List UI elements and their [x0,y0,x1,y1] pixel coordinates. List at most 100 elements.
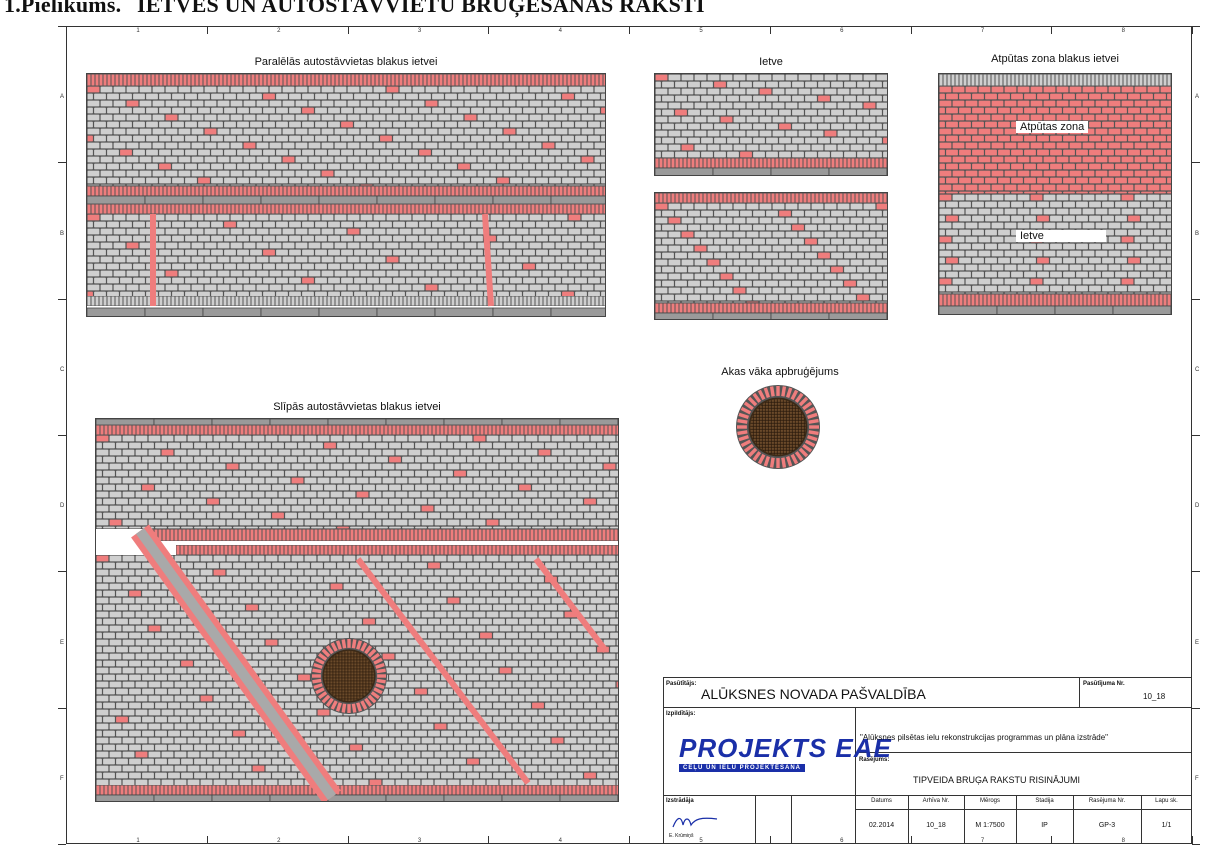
soldier-course [176,545,618,555]
frame-tick [629,26,630,34]
frame-tick [1192,836,1193,844]
sidewalk-pattern-top [654,73,888,176]
frame-tick [910,26,912,34]
curb-stones [939,305,1171,314]
appendix-label: 1.Pielikums. [4,0,122,17]
frame-tick [58,26,66,27]
frame-tick [58,844,66,845]
soldier-course [939,294,1171,306]
logo-text: PROJEKTS EAE [679,733,892,763]
zone-number: 6 [840,28,844,34]
frame-tick [1192,298,1200,300]
zone-number: 4 [558,838,562,844]
project-name: "Alūksnes pilsētas ielu rekonstrukcijas … [860,733,1109,742]
developer-caption: Izstrādāja [666,798,694,804]
frame-tick [629,836,630,844]
appendix-title: IETVES UN AUTOSTĀVVIETU BRUĢĒŠANAS RAKST… [137,0,705,17]
rest-zone-sidewalk-label: Ietve [1016,230,1106,242]
zone-number: 5 [699,838,703,844]
manhole-cover-detail [736,385,820,469]
sheet-heading: 1.Pielikums. IETVES UN AUTOSTĀVVIETU BRU… [4,0,705,18]
zone-letter: D [60,503,65,510]
angled-drain-channel [131,524,341,801]
title-block-col-value: 1/1 [1161,822,1172,829]
zone-number: 3 [417,838,422,844]
zone-letter: A [60,94,65,101]
title-block-col-value: 10_18 [926,822,946,829]
title-block-col-header: Mērogs [979,798,1000,804]
zone-number: 4 [558,28,562,34]
title-block-col-header: Rasējuma Nr. [1088,798,1126,804]
zone-number: 7 [980,838,985,844]
title-block-col-header: Datums [871,798,892,804]
frame-tick [1192,26,1200,27]
frame-tick [347,836,349,844]
frame-tick [1051,836,1053,844]
parking-marking [533,557,609,653]
sidewalk-title: Ietve [759,56,783,68]
parking-marking [355,557,531,785]
frame-tick [488,836,490,844]
frame-tick [1192,844,1200,845]
frame-tick [58,435,66,436]
client-name: ALŪKSNES NOVADA PAŠVALDĪBA [701,686,926,702]
frame-tick [206,26,208,34]
title-block-col-header: Arhīva Nr. [922,798,950,804]
frame-tick [1192,707,1200,709]
paver-field [87,214,605,306]
designer-caption: Izpildītājs: [666,711,696,717]
zone-number: 6 [840,838,844,844]
curb-stones [87,307,605,316]
frame-tick [66,836,67,844]
zone-number: 2 [277,838,281,844]
soldier-course [96,785,618,795]
zone-letter: F [60,775,64,782]
zone-letter: E [60,639,65,646]
curb-stones [96,419,618,426]
curb-stones [96,794,618,801]
angled-parking-pattern [95,418,619,802]
title-block-col-value: IP [1041,822,1048,829]
frame-tick [1192,26,1193,34]
manhole-title: Akas vāka apbruģējums [721,366,839,378]
soldier-course [87,296,605,306]
zone-letter: E [1195,639,1200,646]
drawing-caption: Rasējums: [859,757,890,763]
title-block-col-value: 02.2014 [868,822,895,829]
client-caption: Pasūtītājs: [666,681,697,687]
paver-field [96,435,618,529]
paver-field [655,74,887,158]
frame-tick [1051,26,1053,34]
frame-tick [206,836,208,844]
frame-tick [58,707,66,709]
title-block-col-value: GP-3 [1098,822,1116,829]
soldier-course [87,74,605,86]
paver-field [939,86,1171,194]
frame-tick [58,571,66,573]
frame-tick [347,26,349,34]
manhole-cover [736,385,820,469]
frame-tick [66,26,67,34]
parallel-parking-pattern [86,73,606,317]
zone-letter: A [1195,94,1200,101]
zone-number: 5 [699,28,703,34]
soldier-course [87,186,605,196]
paver-field [87,86,605,186]
frame-tick [1192,435,1200,436]
zone-letter: D [1195,503,1200,510]
logo-subtitle: CEĻU UN IELU PROJEKTĒŠANA [679,764,806,772]
title-block: Pasūtītājs: ALŪKSNES NOVADA PAŠVALDĪBA P… [663,677,1192,844]
paver-field [655,203,887,303]
zone-number: 1 [136,838,140,844]
manhole-cover [311,638,387,714]
soldier-course [87,204,605,214]
soldier-course [939,74,1171,86]
zone-letter: B [60,230,65,237]
frame-tick [488,26,490,34]
paver-field [939,194,1171,294]
soldier-course [655,303,887,313]
company-logo: PROJEKTS EAE CEĻU UN IELU PROJEKTĒŠANA [679,735,892,772]
frame-tick [769,836,771,844]
soldier-course [96,425,618,435]
title-block-col-value: M 1:7500 [975,822,1005,829]
